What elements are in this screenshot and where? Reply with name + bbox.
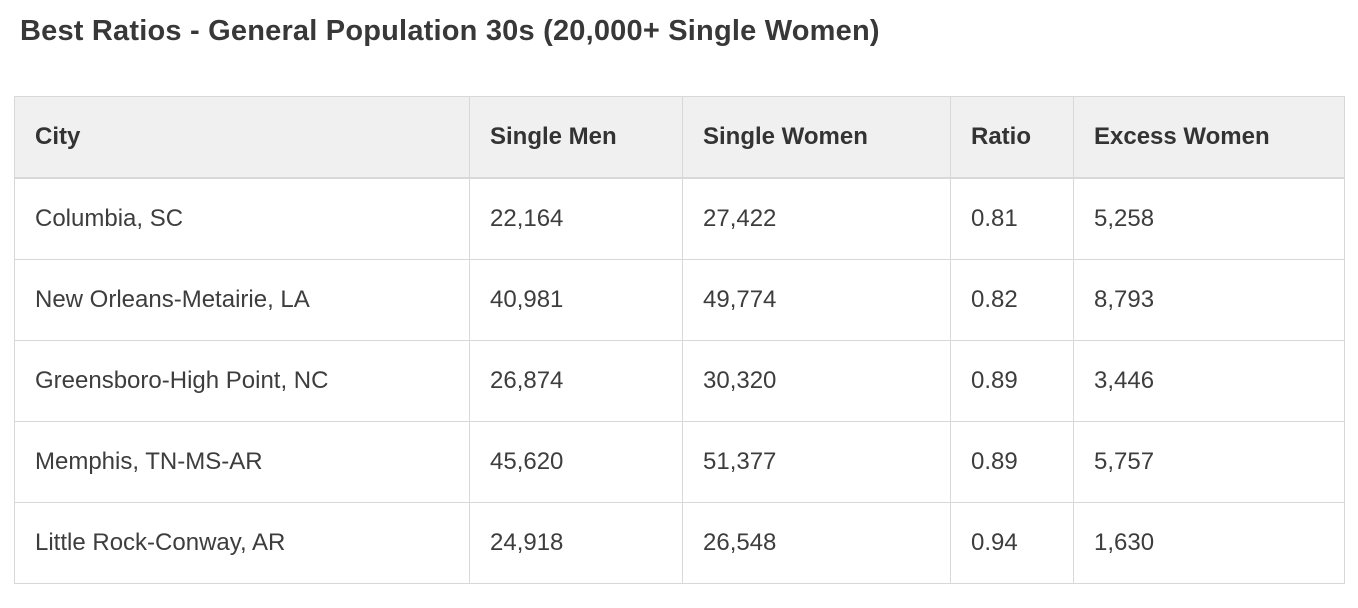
cell-city: Little Rock-Conway, AR (14, 502, 470, 584)
table-row: Greensboro-High Point, NC 26,874 30,320 … (14, 340, 1345, 422)
column-header-single-men: Single Men (469, 96, 683, 179)
cell-excess-women: 5,258 (1073, 177, 1345, 260)
cell-single-women: 26,548 (682, 502, 951, 584)
cell-ratio: 0.89 (950, 340, 1074, 422)
page-title: Best Ratios - General Population 30s (20… (20, 15, 880, 47)
cell-city: Greensboro-High Point, NC (14, 340, 470, 422)
cell-single-women: 30,320 (682, 340, 951, 422)
cell-city: New Orleans-Metairie, LA (14, 259, 470, 341)
cell-excess-women: 3,446 (1073, 340, 1345, 422)
cell-single-women: 51,377 (682, 421, 951, 503)
cell-ratio: 0.82 (950, 259, 1074, 341)
cell-single-men: 24,918 (469, 502, 683, 584)
table-header-row: City Single Men Single Women Ratio Exces… (14, 96, 1345, 179)
cell-excess-women: 1,630 (1073, 502, 1345, 584)
cell-excess-women: 5,757 (1073, 421, 1345, 503)
best-ratios-table: City Single Men Single Women Ratio Exces… (14, 96, 1345, 584)
cell-single-men: 22,164 (469, 177, 683, 260)
column-header-single-women: Single Women (682, 96, 951, 179)
cell-ratio: 0.89 (950, 421, 1074, 503)
cell-single-men: 26,874 (469, 340, 683, 422)
table-row: Columbia, SC 22,164 27,422 0.81 5,258 (14, 177, 1345, 260)
cell-city: Memphis, TN-MS-AR (14, 421, 470, 503)
cell-single-men: 45,620 (469, 421, 683, 503)
cell-single-women: 27,422 (682, 177, 951, 260)
table-row: New Orleans-Metairie, LA 40,981 49,774 0… (14, 259, 1345, 341)
cell-ratio: 0.81 (950, 177, 1074, 260)
cell-ratio: 0.94 (950, 502, 1074, 584)
cell-single-men: 40,981 (469, 259, 683, 341)
column-header-city: City (14, 96, 470, 179)
cell-city: Columbia, SC (14, 177, 470, 260)
column-header-excess-women: Excess Women (1073, 96, 1345, 179)
cell-excess-women: 8,793 (1073, 259, 1345, 341)
cell-single-women: 49,774 (682, 259, 951, 341)
column-header-ratio: Ratio (950, 96, 1074, 179)
table-row: Memphis, TN-MS-AR 45,620 51,377 0.89 5,7… (14, 421, 1345, 503)
table-row: Little Rock-Conway, AR 24,918 26,548 0.9… (14, 502, 1345, 584)
